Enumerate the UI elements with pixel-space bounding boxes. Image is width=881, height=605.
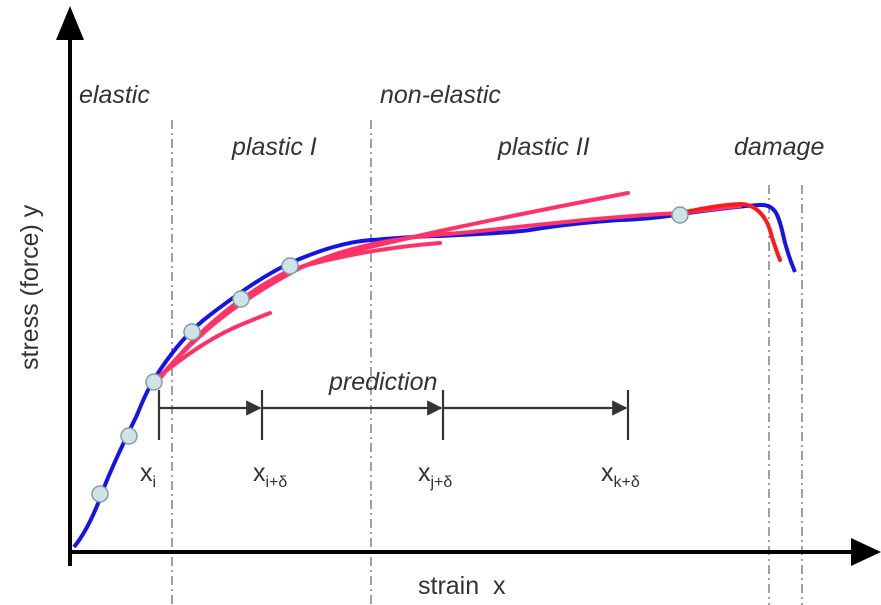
- sample-points: [91, 206, 689, 503]
- sample-point: [120, 427, 138, 445]
- marker-sub: i: [153, 474, 157, 491]
- region-label-plastic-2: plastic II: [497, 133, 590, 161]
- marker-base: x: [253, 459, 266, 487]
- y-axis-label: stress (force) y: [16, 204, 44, 370]
- fitted-curve-2: [156, 241, 442, 383]
- sample-point: [671, 206, 689, 224]
- fitted-curve-1: [156, 311, 272, 379]
- axes: [56, 6, 881, 566]
- damage-fit-curve: [678, 201, 782, 262]
- marker-base: x: [140, 459, 153, 487]
- y-axis-arrow-icon: [56, 6, 84, 40]
- x-axis-label: strain x: [418, 572, 506, 600]
- marker-label-xk-delta: xk+δ: [601, 459, 640, 491]
- marker-base: x: [418, 459, 431, 487]
- marker-label-xi-delta: xi+δ: [253, 459, 287, 491]
- marker-sub: j+δ: [430, 474, 453, 491]
- region-label-plastic-1: plastic I: [231, 133, 317, 161]
- prediction-arrows: [157, 390, 630, 440]
- sample-point: [281, 257, 299, 275]
- sample-point: [145, 373, 163, 391]
- region-boundaries: [171, 120, 803, 605]
- marker-label-xj-delta: xj+δ: [418, 459, 452, 491]
- region-label-elastic: elastic: [79, 81, 150, 109]
- sample-point: [183, 323, 201, 341]
- marker-sub: k+δ: [614, 474, 640, 491]
- marker-label-xi: xi: [140, 459, 156, 491]
- marker-sub: i+δ: [266, 474, 288, 491]
- region-label-damage: damage: [734, 133, 824, 161]
- sample-point: [232, 290, 250, 308]
- prediction-label: prediction: [328, 368, 437, 396]
- x-axis-arrow-icon: [851, 538, 881, 566]
- marker-base: x: [601, 459, 614, 487]
- sample-point: [91, 485, 109, 503]
- region-label-non-elastic: non-elastic: [380, 81, 501, 109]
